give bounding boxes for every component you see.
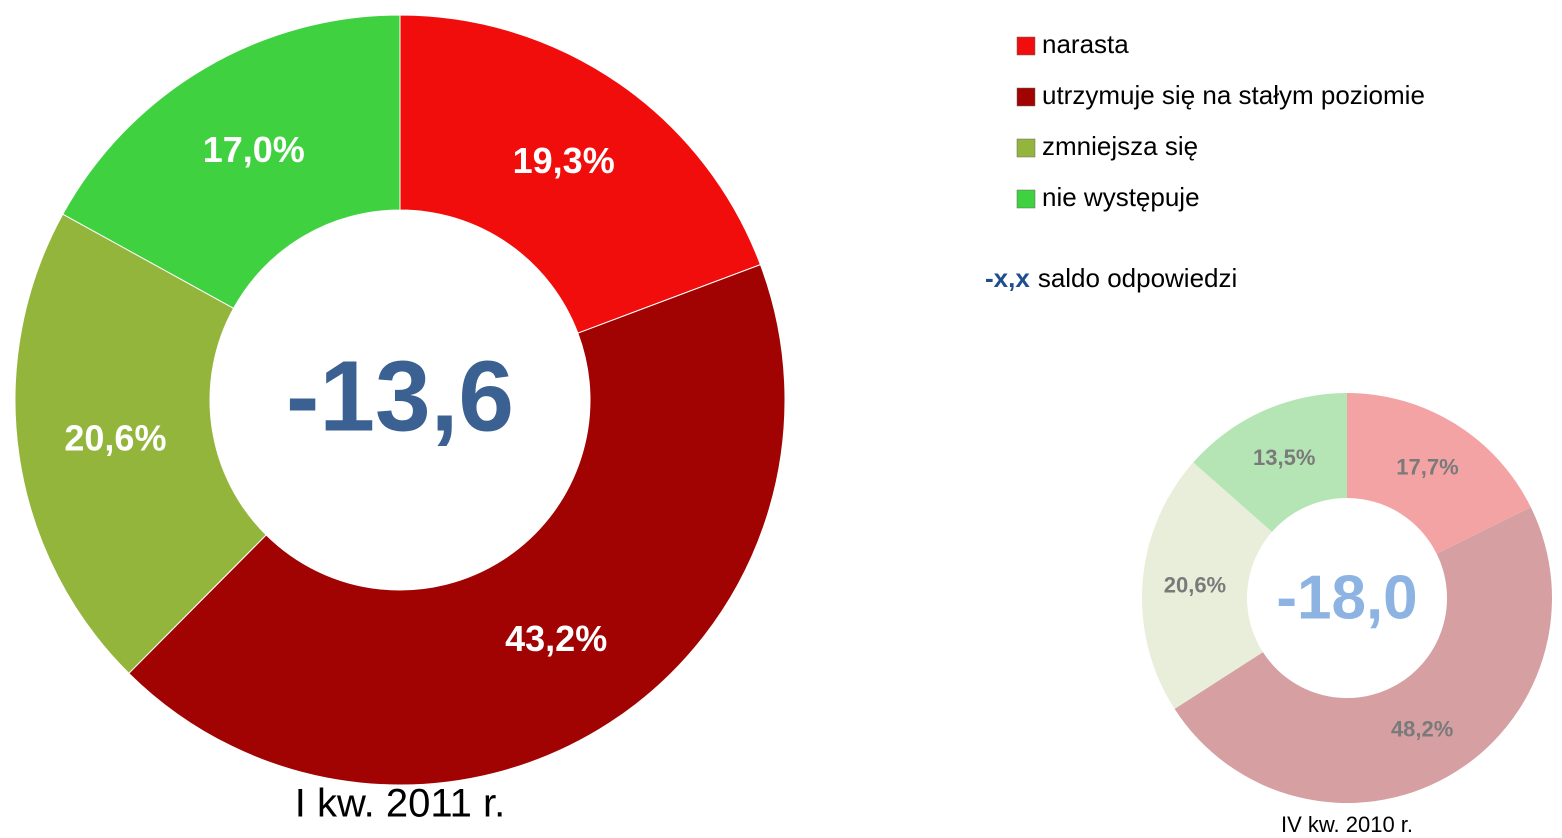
data-label: 43,2%: [505, 618, 607, 659]
legend-label: utrzymuje się na stałym poziomie: [1042, 80, 1425, 110]
data-label: 48,2%: [1391, 717, 1453, 742]
legend-label: nie występuje: [1042, 182, 1200, 212]
data-label: 20,6%: [64, 417, 166, 458]
donut-segment: [1141, 462, 1272, 709]
donut-segment: [1174, 507, 1553, 804]
data-label: 19,3%: [513, 140, 615, 181]
data-label: 20,6%: [1164, 572, 1226, 597]
legend-label: narasta: [1042, 29, 1129, 59]
legend-label: zmniejsza się: [1042, 131, 1198, 161]
legend-swatch: [1016, 87, 1036, 107]
legend-note-text: saldo odpowiedzi: [1038, 263, 1237, 293]
donut-segment: [399, 14, 762, 334]
donut-segment: [62, 14, 401, 309]
data-label: 13,5%: [1253, 445, 1315, 470]
chart-title: I kw. 2011 r.: [295, 782, 506, 826]
legend-note: -x,x saldo odpowiedzi: [985, 263, 1237, 293]
donut-segment: [128, 263, 786, 786]
center-label: -13,6: [286, 340, 514, 452]
chart-title: IV kw. 2010 r.: [1281, 812, 1413, 837]
legend-swatch: [1016, 189, 1036, 209]
legend-note-symbol: -x,x: [985, 263, 1030, 293]
data-label: 17,7%: [1396, 454, 1458, 479]
legend-swatch: [1016, 138, 1036, 158]
donut-segment: [1193, 393, 1347, 532]
donut-segment: [1347, 392, 1531, 554]
donut-segment: [14, 213, 267, 675]
data-label: 17,0%: [203, 129, 305, 170]
legend-swatch: [1016, 36, 1036, 56]
center-label: -18,0: [1276, 563, 1417, 632]
